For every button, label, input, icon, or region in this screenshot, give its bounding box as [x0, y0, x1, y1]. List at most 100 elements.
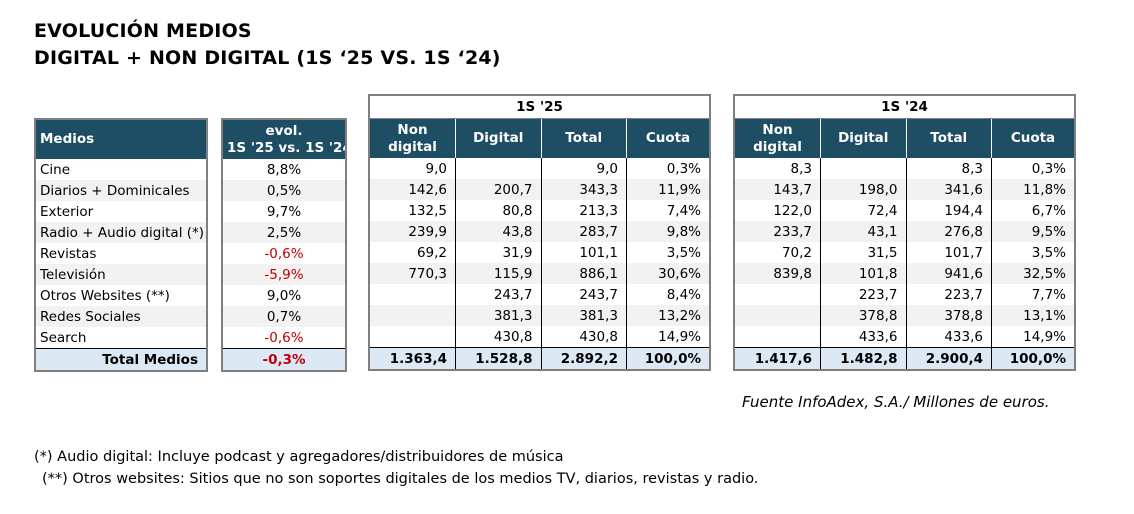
digital-value: 31,9 — [455, 242, 541, 263]
non-digital-value — [734, 305, 821, 326]
table-row: 132,5 80,8 213,3 7,4% — [369, 200, 710, 221]
non-digital-value: 239,9 — [369, 221, 456, 242]
cuota-value: 8,4% — [626, 284, 710, 305]
non-digital-value: 233,7 — [734, 221, 821, 242]
cuota-value: 7,4% — [626, 200, 710, 221]
table-row: 2,5% — [222, 222, 346, 243]
media-name: Cine — [40, 161, 71, 178]
table-row: 70,2 31,5 101,7 3,5% — [734, 242, 1075, 263]
page-title: EVOLUCIÓN MEDIOS DIGITAL + NON DIGITAL (… — [34, 18, 501, 72]
digital-value: 378,8 — [820, 305, 906, 326]
cuota-value: 0,3% — [991, 158, 1075, 179]
evolution-value: 8,8% — [266, 161, 302, 178]
digital-value: 31,5 — [820, 242, 906, 263]
table-row: -0,6% — [222, 327, 346, 349]
media-name: Diarios + Dominicales — [35, 180, 207, 201]
evolution-value: 0,7% — [222, 306, 346, 327]
total-value: 283,7 — [540, 221, 627, 242]
table-row: 770,3 115,9 886,1 30,6% — [369, 263, 710, 284]
total-value: 243,7 — [540, 284, 627, 305]
non-digital-value: 142,6 — [369, 179, 456, 200]
cuota-total: 100,0% — [991, 347, 1075, 370]
evolution-value: -5,9% — [222, 264, 346, 285]
evolution-table: evol. 1S '25 vs. 1S '24 8,8% 0,5% 9,7% 2,5%… — [221, 118, 347, 372]
non-digital-value: 839,8 — [734, 263, 821, 284]
table-row: Otros Websites (**) — [35, 285, 207, 306]
table-row: 0,7% — [222, 306, 346, 327]
table-row: 9,0% — [222, 285, 346, 306]
period-25-table: 1S '25 Non digital Digital Total Cuota 9… — [368, 94, 711, 371]
digital-value: 43,8 — [455, 221, 541, 242]
digital-value: 433,6 — [820, 326, 906, 348]
total-value: 341,6 — [905, 179, 992, 200]
non-digital-value: 132,5 — [408, 202, 447, 219]
table-row: Radio + Audio digital (*) — [35, 222, 207, 243]
total-total: 2.892,2 — [540, 347, 627, 370]
table-row: Diarios + Dominicales — [35, 180, 207, 201]
digital-total: 1.528,8 — [455, 347, 541, 370]
evolution-value: 2,5% — [222, 222, 346, 243]
source-note: Fuente InfoAdex, S.A./ Millones de euros… — [742, 393, 1050, 411]
digital-value: 115,9 — [455, 263, 541, 284]
total-value: 941,6 — [905, 263, 992, 284]
total-row: 1.363,4 1.528,8 2.892,2 100,0% — [369, 347, 710, 370]
non-digital-value — [369, 326, 456, 348]
evolution-value: 0,5% — [222, 180, 346, 201]
non-digital-value: 143,7 — [734, 179, 821, 200]
evolution-header: evol. 1S '25 vs. 1S '24 — [222, 119, 346, 159]
media-name: Televisión — [35, 264, 207, 285]
digital-value — [820, 158, 906, 179]
col-digital: Digital — [455, 118, 541, 158]
total-row: -0,3% — [222, 348, 346, 371]
cuota-value: 14,9% — [626, 326, 710, 348]
table-row: 9,7% — [222, 201, 346, 222]
table-row: 8,3 8,3 0,3% — [734, 158, 1075, 179]
evolution-value: 9,7% — [266, 203, 302, 220]
media-name: Revistas — [40, 245, 97, 262]
total-value: 433,6 — [905, 326, 992, 348]
table-row: 839,8 101,8 941,6 32,5% — [734, 263, 1075, 284]
table-row: 378,8 378,8 13,1% — [734, 305, 1075, 326]
total-value: 276,8 — [905, 221, 992, 242]
media-name: Exterior — [40, 203, 94, 220]
col-cuota: Cuota — [626, 118, 710, 158]
cuota-value: 32,5% — [991, 263, 1075, 284]
cuota-value: 3,5% — [991, 242, 1075, 263]
non-digital-value — [734, 326, 821, 348]
non-digital-value: 69,2 — [416, 244, 447, 261]
table-row: 69,2 31,9 101,1 3,5% — [369, 242, 710, 263]
digital-total: 1.482,8 — [820, 347, 906, 370]
cuota-value: 14,9% — [991, 326, 1075, 348]
cuota-total: 100,0% — [626, 347, 710, 370]
col-non-digital-line-1: Non — [397, 121, 428, 138]
digital-value: 43,1 — [820, 221, 906, 242]
col-digital: Digital — [820, 118, 906, 158]
cuota-value: 6,7% — [991, 200, 1075, 221]
table-row: Redes Sociales — [35, 306, 207, 327]
media-name: Search — [40, 329, 87, 346]
total-value: 194,4 — [905, 200, 992, 221]
cuota-value: 11,8% — [991, 179, 1075, 200]
media-header: Medios — [35, 119, 207, 159]
non-digital-total: 1.363,4 — [369, 347, 456, 370]
title-line-2: DIGITAL + NON DIGITAL (1S ‘25 VS. 1S ‘24… — [34, 47, 501, 69]
col-non-digital: Non digital — [734, 118, 821, 158]
digital-value: 101,8 — [820, 263, 906, 284]
cuota-value: 3,5% — [626, 242, 710, 263]
col-non-digital-line-2: digital — [388, 138, 437, 155]
media-name: Radio + Audio digital (*) — [35, 222, 207, 243]
table-row: 433,6 433,6 14,9% — [734, 326, 1075, 348]
total-value: 430,8 — [540, 326, 627, 348]
digital-value: 430,8 — [455, 326, 541, 348]
non-digital-value: 122,0 — [773, 202, 812, 219]
title-line-1: EVOLUCIÓN MEDIOS — [34, 20, 252, 42]
table-row: 142,6 200,7 343,3 11,9% — [369, 179, 710, 200]
table-row: 8,8% — [222, 159, 346, 180]
total-value: 381,3 — [540, 305, 627, 326]
table-row: 223,7 223,7 7,7% — [734, 284, 1075, 305]
col-non-digital: Non digital — [369, 118, 456, 158]
digital-value: 80,8 — [455, 200, 541, 221]
table-row: 143,7 198,0 341,6 11,8% — [734, 179, 1075, 200]
digital-value: 72,4 — [820, 200, 906, 221]
total-value: 101,1 — [540, 242, 627, 263]
